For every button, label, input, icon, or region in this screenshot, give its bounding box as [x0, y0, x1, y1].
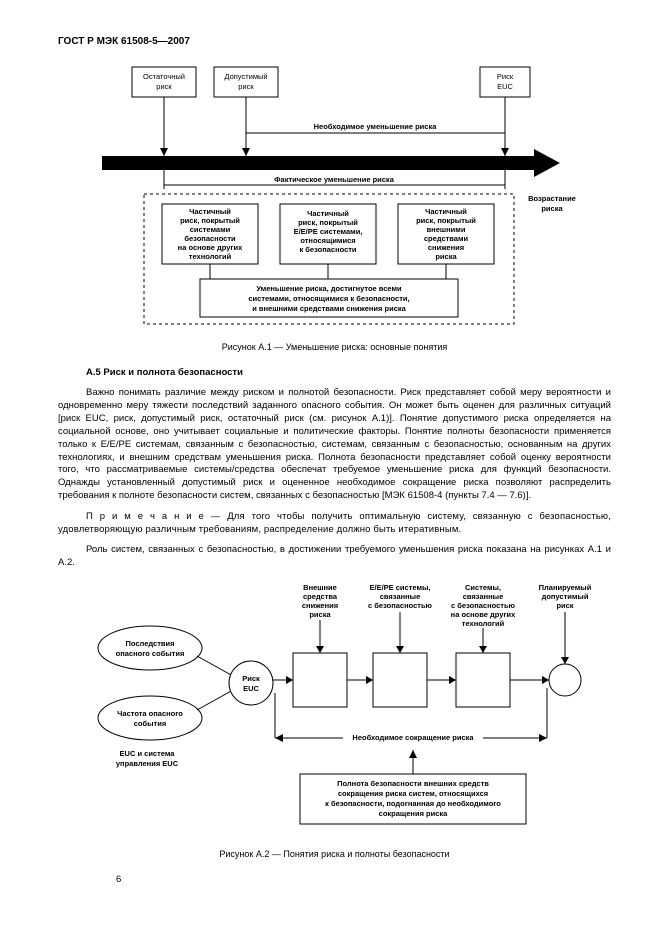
fig2-ellipse-2: Частота опасного события	[98, 696, 202, 740]
svg-text:риск, покрытый: риск, покрытый	[298, 218, 358, 227]
fig1-arrow	[102, 149, 560, 177]
page-number: 6	[116, 874, 121, 887]
svg-text:опасного события: опасного события	[115, 649, 184, 658]
svg-text:риск: риск	[156, 82, 172, 91]
svg-text:EUC: EUC	[243, 684, 259, 693]
fig1-top-box-3: Риск EUC	[480, 67, 530, 97]
svg-text:к безопасности, подогнанная до: к безопасности, подогнанная до необходим…	[325, 799, 501, 808]
svg-text:технологий: технологий	[189, 252, 232, 261]
svg-text:Системы,: Системы,	[465, 583, 501, 592]
svg-text:связанные: связанные	[462, 592, 503, 601]
fig2-box-1	[293, 653, 347, 707]
svg-text:Остаточный: Остаточный	[143, 72, 185, 81]
svg-text:допустимый: допустимый	[541, 592, 588, 601]
svg-text:Частичный: Частичный	[307, 209, 349, 218]
figure-a2: Последствия опасного события Частота опа…	[58, 578, 611, 838]
svg-text:риска: риска	[541, 204, 563, 213]
section-a5-p2: Роль систем, связанных с безопасностью, …	[58, 544, 611, 570]
svg-text:риска: риска	[309, 610, 331, 619]
fig1-actual-label: Фактическое уменьшение риска	[274, 175, 395, 184]
svg-text:риск, покрытый: риск, покрытый	[180, 216, 240, 225]
svg-text:риск, покрытый: риск, покрытый	[416, 216, 476, 225]
fig1-top-box-2: Допустимый риск	[214, 67, 278, 97]
fig2-box-2	[373, 653, 427, 707]
svg-text:Полнота безопасности внешних с: Полнота безопасности внешних средств	[337, 779, 489, 788]
svg-text:E/E/PE системами,: E/E/PE системами,	[294, 227, 363, 236]
fig1-increase-label: Возрастание	[528, 194, 576, 203]
svg-text:E/E/PE системы,: E/E/PE системы,	[369, 583, 430, 592]
svg-text:средства: средства	[302, 592, 337, 601]
fig2-target-circle	[549, 664, 581, 696]
svg-text:Последствия: Последствия	[125, 639, 174, 648]
svg-text:Уменьшение риска, достигнутое: Уменьшение риска, достигнутое всеми	[256, 284, 402, 293]
svg-text:события: события	[133, 719, 165, 728]
fig1-bottom-box: Уменьшение риска, достигнутое всеми сист…	[200, 279, 458, 317]
svg-text:Планируемый: Планируемый	[538, 583, 591, 592]
svg-text:EUC: EUC	[497, 82, 513, 91]
svg-text:и внешними средствами снижения: и внешними средствами снижения риска	[252, 304, 406, 313]
svg-text:сокращения риска систем, относ: сокращения риска систем, относящихся	[337, 789, 487, 798]
svg-text:Частота опасного: Частота опасного	[117, 709, 183, 718]
svg-text:Допустимый: Допустимый	[224, 72, 267, 81]
fig2-risk-circle: Риск EUC	[229, 661, 273, 705]
svg-text:сокращения риска: сокращения риска	[378, 809, 447, 818]
svg-text:снижения: снижения	[428, 243, 464, 252]
figure-a2-caption: Рисунок А.2 — Понятия риска и полноты бе…	[58, 848, 611, 860]
fig1-partial-1: Частичный риск, покрытый системами безоп…	[162, 204, 258, 264]
svg-text:системами, относящимися к безо: системами, относящимися к безопасности,	[248, 294, 409, 303]
svg-text:безопасности: безопасности	[184, 234, 236, 243]
svg-text:снижения: снижения	[301, 601, 337, 610]
svg-text:риск: риск	[556, 601, 573, 610]
svg-text:управления EUC: управления EUC	[115, 759, 178, 768]
svg-text:на основе других: на основе других	[450, 610, 515, 619]
fig1-necessary-label: Необходимое уменьшение риска	[314, 122, 438, 131]
svg-text:связанные: связанные	[379, 592, 420, 601]
svg-text:относящимися: относящимися	[300, 236, 355, 245]
svg-text:средствами: средствами	[424, 234, 469, 243]
fig2-necessary-label: Необходимое сокращение риска	[352, 733, 474, 742]
section-a5-p1: Важно понимать различие между риском и п…	[58, 387, 611, 502]
svg-text:риск: риск	[238, 82, 254, 91]
fig1-partial-2: Частичный риск, покрытый E/E/PE системам…	[280, 204, 376, 264]
svg-text:к безопасности: к безопасности	[299, 245, 356, 254]
svg-text:системами: системами	[190, 225, 231, 234]
svg-text:Риск: Риск	[497, 72, 514, 81]
svg-text:Частичный: Частичный	[189, 207, 231, 216]
fig2-box-3	[456, 653, 510, 707]
figure-a1: Остаточный риск Допустимый риск Риск EUC	[58, 61, 611, 331]
svg-text:с безопасностью: с безопасностью	[368, 601, 433, 610]
fig1-top-box-1: Остаточный риск	[132, 67, 196, 97]
section-a5-title: А.5 Риск и полнота безопасности	[86, 367, 611, 380]
section-a5-note: П р и м е ч а н и е — Для того чтобы пол…	[58, 511, 611, 537]
figure-a1-caption: Рисунок А.1 — Уменьшение риска: основные…	[58, 341, 611, 353]
svg-text:внешними: внешними	[427, 225, 466, 234]
fig1-partial-3: Частичный риск, покрытый внешними средст…	[398, 204, 494, 264]
svg-text:Частичный: Частичный	[425, 207, 467, 216]
svg-text:Риск: Риск	[242, 674, 260, 683]
svg-text:риска: риска	[435, 252, 457, 261]
fig2-euc-label: EUC и система	[119, 749, 175, 758]
doc-header: ГОСТ Р МЭК 61508-5—2007	[58, 35, 611, 49]
svg-text:Внешние: Внешние	[303, 583, 337, 592]
fig2-ellipse-1: Последствия опасного события	[98, 626, 202, 670]
svg-text:на основе других: на основе других	[178, 243, 243, 252]
svg-text:с безопасностью: с безопасностью	[451, 601, 516, 610]
fig2-bottom-box: Полнота безопасности внешних средств сок…	[300, 774, 526, 824]
svg-text:технологий: технологий	[461, 619, 504, 628]
